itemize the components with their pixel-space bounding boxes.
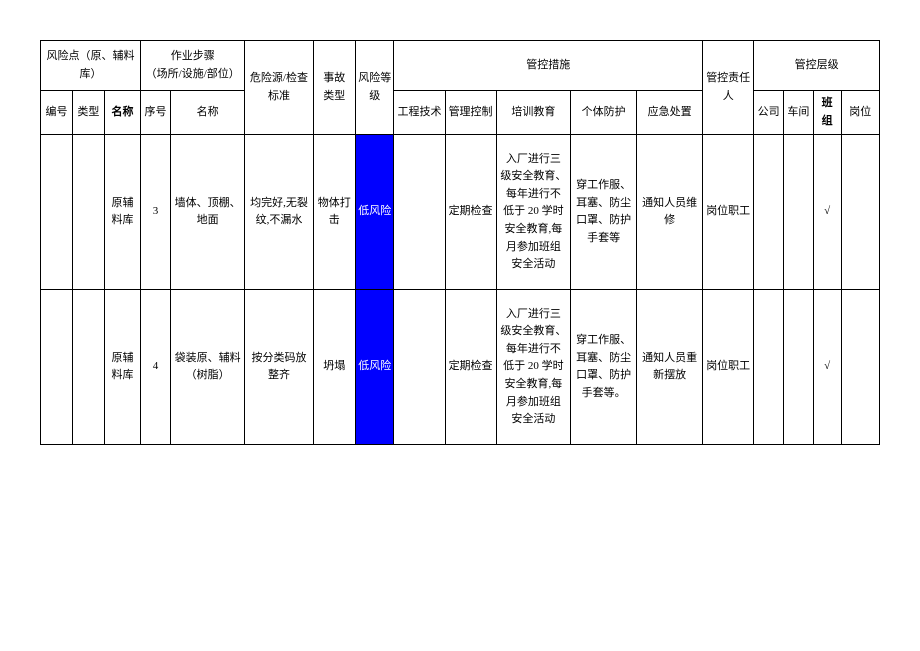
cell-person: 岗位职工 — [703, 135, 754, 290]
cell-name: 原辅料库 — [104, 290, 140, 445]
hdr-control-measure: 管控措施 — [394, 41, 703, 91]
cell-post — [841, 290, 880, 445]
hdr-control-level: 管控层级 — [754, 41, 880, 91]
hdr-risk-point: 风险点（原、辅料库） — [41, 41, 141, 91]
cell-team: √ — [813, 290, 841, 445]
table-row: 原辅料库 4 袋装原、辅料（树脂） 按分类码放整齐 坍塌 低风险 定期检查 入厂… — [41, 290, 880, 445]
cell-type — [72, 290, 104, 445]
cell-ppe: 穿工作服、耳塞、防尘口罩、防护手套等。 — [571, 290, 637, 445]
hdr-risk-level: 风险等级 — [356, 41, 394, 135]
hdr-control-person: 管控责任人 — [703, 41, 754, 135]
cell-accident: 坍塌 — [313, 290, 356, 445]
cell-person: 岗位职工 — [703, 290, 754, 445]
cell-team: √ — [813, 135, 841, 290]
hdr-team: 班组 — [813, 91, 841, 135]
cell-accident: 物体打击 — [313, 135, 356, 290]
hdr-accident: 事故类型 — [313, 41, 356, 135]
cell-train: 入厂进行三级安全教育、每年进行不低于 20 学时安全教育,每月参加班组安全活动 — [496, 290, 571, 445]
hdr-no: 编号 — [41, 91, 73, 135]
cell-workshop — [784, 135, 814, 290]
risk-table: 风险点（原、辅料库） 作业步骤（场所/设施/部位） 危险源/检查标准 事故类型 … — [40, 40, 880, 445]
cell-emerg: 通知人员维修 — [637, 135, 703, 290]
hdr-name: 名称 — [104, 91, 140, 135]
hdr-hazard: 危险源/检查标准 — [245, 41, 313, 135]
cell-no — [41, 135, 73, 290]
cell-hazard: 按分类码放整齐 — [245, 290, 313, 445]
cell-mgmt: 定期检查 — [445, 290, 496, 445]
cell-step-name: 袋装原、辅料（树脂） — [170, 290, 245, 445]
cell-workshop — [784, 290, 814, 445]
hdr-step-name: 名称 — [170, 91, 245, 135]
table-row: 原辅料库 3 墙体、顶棚、地面 均完好,无裂纹,不漏水 物体打击 低风险 定期检… — [41, 135, 880, 290]
cell-train: 入厂进行三级安全教育、每年进行不低于 20 学时安全教育,每月参加班组安全活动 — [496, 135, 571, 290]
cell-eng — [394, 290, 445, 445]
cell-ppe: 穿工作服、耳塞、防尘口罩、防护手套等 — [571, 135, 637, 290]
hdr-workshop: 车间 — [784, 91, 814, 135]
cell-risk-level: 低风险 — [356, 290, 394, 445]
cell-company — [754, 135, 784, 290]
cell-hazard: 均完好,无裂纹,不漏水 — [245, 135, 313, 290]
hdr-type: 类型 — [72, 91, 104, 135]
cell-mgmt: 定期检查 — [445, 135, 496, 290]
hdr-seq: 序号 — [141, 91, 171, 135]
cell-risk-level: 低风险 — [356, 135, 394, 290]
hdr-ppe: 个体防护 — [571, 91, 637, 135]
hdr-work-step: 作业步骤（场所/设施/部位） — [141, 41, 245, 91]
cell-step-name: 墙体、顶棚、地面 — [170, 135, 245, 290]
hdr-emerg: 应急处置 — [637, 91, 703, 135]
cell-no — [41, 290, 73, 445]
hdr-train: 培训教育 — [496, 91, 571, 135]
hdr-mgmt: 管理控制 — [445, 91, 496, 135]
hdr-post: 岗位 — [841, 91, 880, 135]
cell-seq: 4 — [141, 290, 171, 445]
cell-post — [841, 135, 880, 290]
cell-type — [72, 135, 104, 290]
cell-seq: 3 — [141, 135, 171, 290]
cell-emerg: 通知人员重新摆放 — [637, 290, 703, 445]
cell-eng — [394, 135, 445, 290]
hdr-eng: 工程技术 — [394, 91, 445, 135]
cell-name: 原辅料库 — [104, 135, 140, 290]
hdr-company: 公司 — [754, 91, 784, 135]
cell-company — [754, 290, 784, 445]
